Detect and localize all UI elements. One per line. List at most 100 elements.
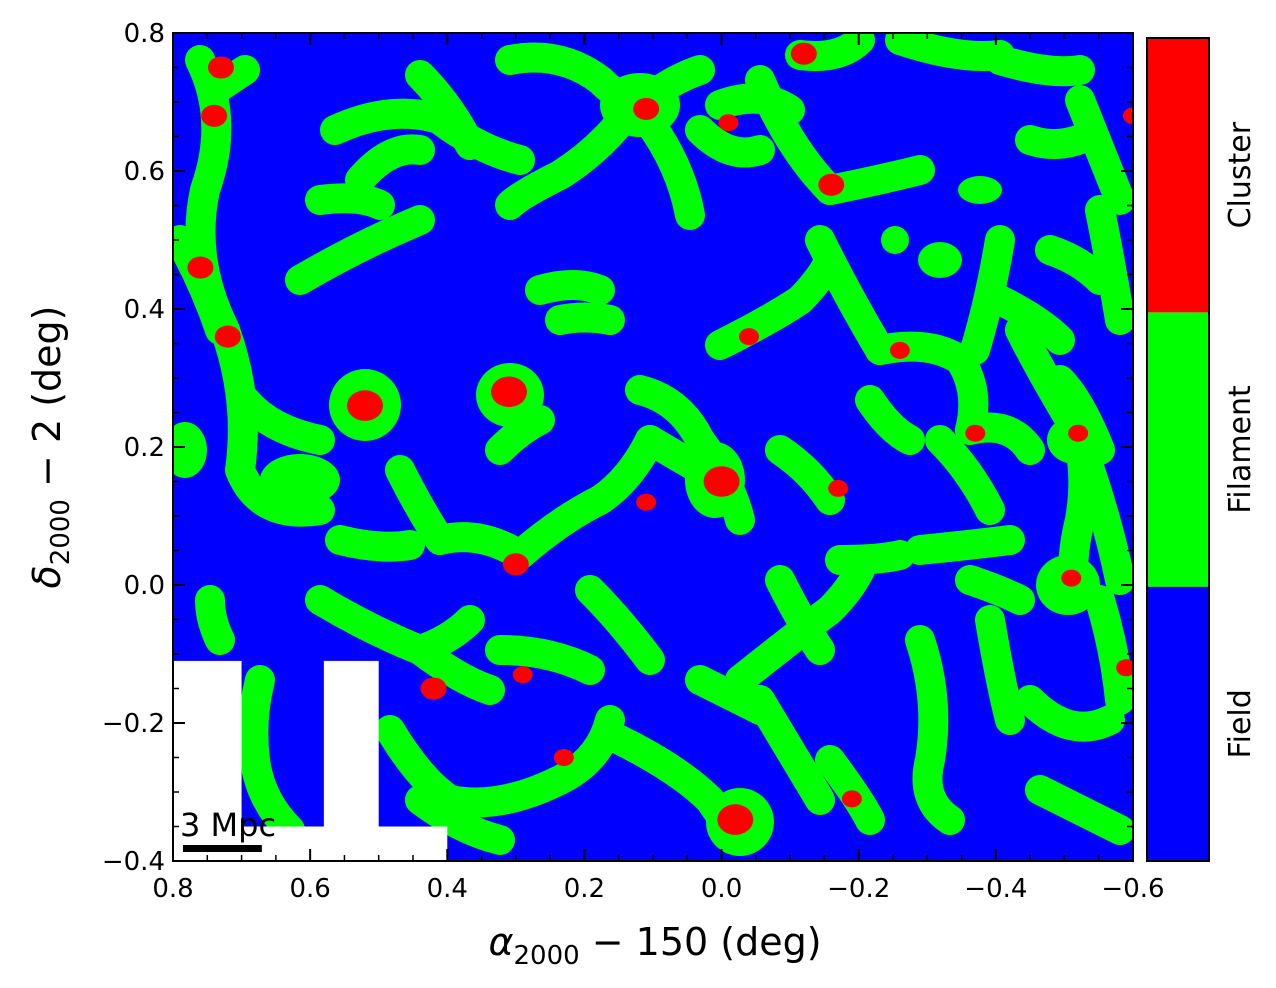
- y-axis-label: δ2000 − 2 (deg): [25, 306, 76, 589]
- cluster-core: [828, 479, 849, 497]
- x-axis-label-rest: − 150 (deg): [580, 920, 822, 964]
- filament-blob: [918, 242, 962, 278]
- cluster-core: [553, 749, 574, 766]
- filament-strand: [200, 55, 260, 105]
- cluster-core: [502, 553, 529, 576]
- cluster-core: [841, 790, 862, 808]
- y-tick-label: −0.2: [102, 709, 165, 739]
- x-tick-label: −0.2: [827, 874, 890, 904]
- filament-strand: [305, 183, 395, 220]
- x-tick-label: −0.6: [1101, 874, 1164, 904]
- filament-strand: [975, 605, 1025, 735]
- y-tick-label: 0.6: [124, 157, 165, 187]
- filament-strand: [345, 134, 435, 195]
- filament-strand: [985, 45, 1095, 87]
- filament-strand: [955, 565, 1035, 615]
- cluster-core: [717, 804, 754, 835]
- filament-strand: [855, 385, 925, 455]
- filament-strand: [195, 585, 235, 655]
- colorbar-frame: [1146, 37, 1210, 862]
- cluster-core: [965, 424, 986, 442]
- y-axis-label-rest: − 2 (deg): [25, 306, 69, 500]
- filament-strand: [173, 225, 235, 345]
- filament-strand: [1035, 235, 1115, 295]
- filament-strand: [685, 115, 775, 168]
- filament-strand: [765, 565, 835, 665]
- x-tick-label: 0.2: [564, 874, 605, 904]
- filament-strand: [905, 525, 1025, 565]
- cluster-core: [633, 97, 660, 120]
- filament-strand: [1015, 685, 1125, 742]
- filament-strand: [1025, 775, 1133, 845]
- cluster-core: [818, 173, 845, 196]
- filament-strand: [925, 425, 1005, 525]
- cluster-regions: [187, 42, 1133, 835]
- cluster-core: [1116, 659, 1133, 677]
- x-tick-label: 0.6: [289, 874, 330, 904]
- filament-strand: [525, 270, 615, 305]
- filament-strand: [485, 635, 605, 685]
- filament-strand: [1085, 195, 1133, 335]
- filament-strand: [495, 95, 645, 220]
- colorbar-segment-field: [1147, 586, 1209, 861]
- filament-strand: [325, 525, 425, 562]
- colorbar-label-filament: Filament: [1223, 385, 1258, 514]
- cluster-core: [214, 325, 241, 348]
- filament-strand: [285, 205, 435, 295]
- x-axis-label: α2000 − 150 (deg): [488, 920, 821, 971]
- y-axis-label-main: δ: [25, 565, 69, 588]
- cluster-core: [187, 256, 214, 279]
- filament-strand: [575, 575, 665, 675]
- filament-strand: [238, 665, 305, 845]
- colorbar: Field Filament Cluster: [1146, 37, 1258, 862]
- y-tick-label: 0.4: [124, 295, 165, 325]
- cluster-core: [1068, 424, 1089, 442]
- masked-region: [323, 660, 379, 827]
- cluster-core: [1123, 107, 1133, 125]
- filament-strand: [885, 33, 1015, 71]
- cluster-core: [718, 114, 739, 132]
- cluster-core: [347, 390, 383, 421]
- filament-blob: [260, 454, 340, 506]
- colorbar-segment-cluster: [1147, 38, 1209, 313]
- filament-strand: [375, 705, 625, 818]
- cluster-core: [491, 376, 527, 408]
- cluster-core: [703, 466, 740, 497]
- y-axis-ticks: −0.4 −0.2 0.0 0.2 0.4 0.6 0.8: [102, 19, 1133, 877]
- density-map: [173, 33, 1133, 861]
- filament-strand: [1085, 585, 1133, 715]
- cluster-core: [208, 56, 234, 79]
- y-tick-label: −0.4: [102, 847, 165, 877]
- scale-bar: 3 Mpc: [180, 806, 276, 852]
- y-tick-label: 0.8: [124, 19, 165, 49]
- filament-blob: [173, 422, 207, 478]
- scale-bar-label: 3 Mpc: [180, 806, 276, 844]
- filament-blob: [881, 226, 909, 254]
- filament-strand: [765, 435, 845, 515]
- filament-strand: [1075, 455, 1133, 595]
- x-axis-ticks: 0.8 0.6 0.4 0.2 0.0 −0.2 −0.4 −0.6: [152, 33, 1165, 904]
- x-tick-label: 0.8: [152, 874, 193, 904]
- cluster-core: [201, 104, 228, 127]
- colorbar-label-field: Field: [1223, 689, 1258, 758]
- cluster-core: [420, 677, 447, 700]
- masked-region: [173, 660, 242, 861]
- filament-strand: [405, 635, 505, 705]
- filament-strand: [725, 555, 875, 695]
- filament-strand: [905, 625, 965, 835]
- filament-strand: [230, 385, 335, 455]
- y-tick-label: 0.2: [124, 433, 165, 463]
- filament-strand: [825, 540, 915, 575]
- x-axis-label-main: α: [488, 920, 513, 964]
- filament-strand: [485, 405, 555, 465]
- cluster-core: [636, 493, 657, 511]
- filament-strand: [405, 785, 515, 855]
- cluster-core: [512, 666, 533, 684]
- filament-strand: [985, 285, 1075, 355]
- x-tick-label: −0.4: [964, 874, 1027, 904]
- filament-regions: [173, 33, 1133, 856]
- filament-strand: [1065, 85, 1133, 215]
- y-axis-label-sub: 2000: [46, 499, 76, 565]
- scale-bar-line: [183, 845, 262, 852]
